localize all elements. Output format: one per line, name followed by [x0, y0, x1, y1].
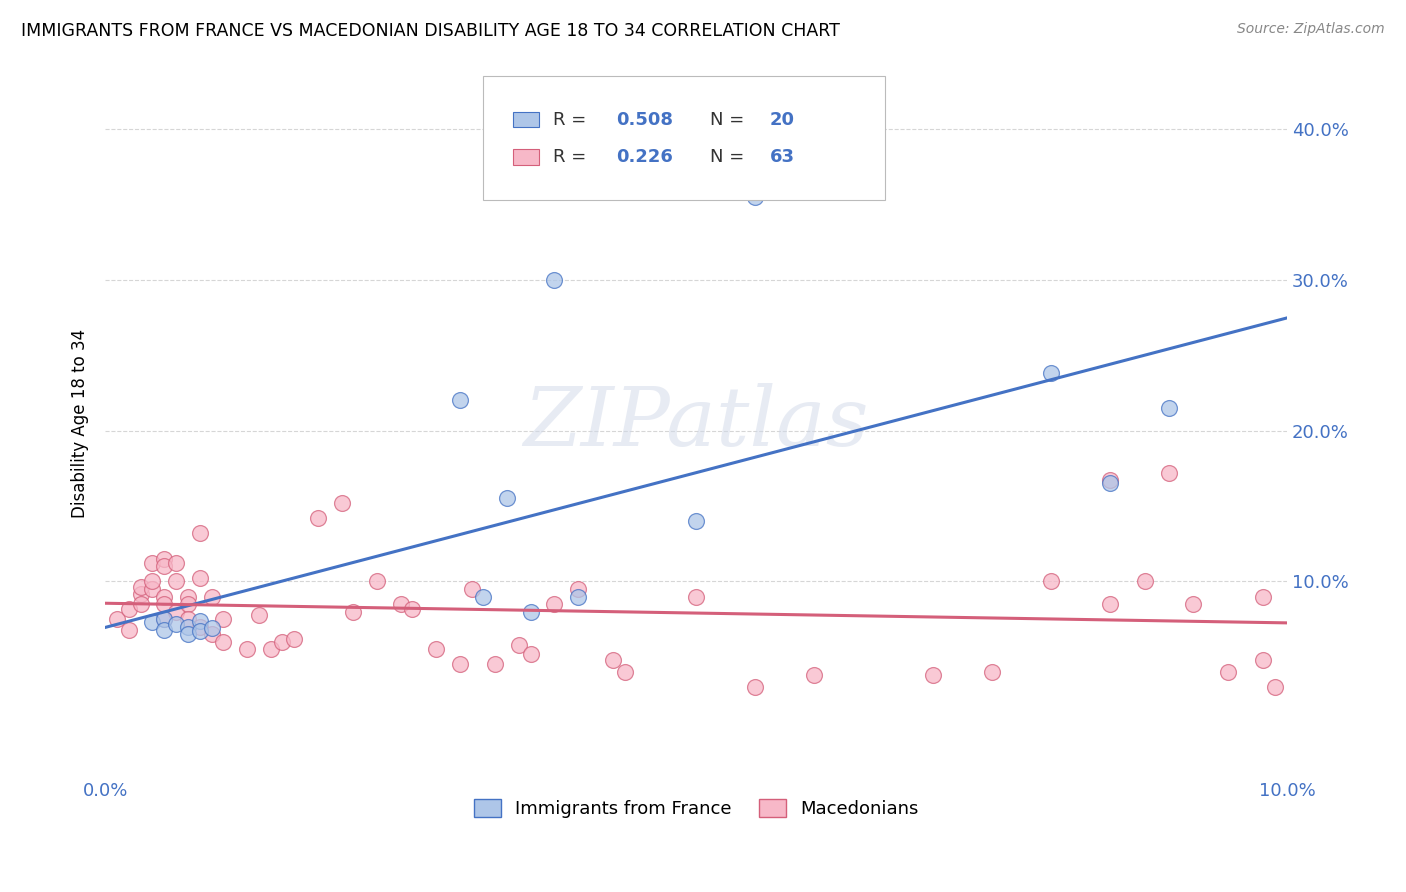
Point [567, 582, 589, 596]
Point [247, 607, 270, 622]
Point [519, 605, 541, 619]
Point [472, 590, 495, 604]
Point [543, 273, 565, 287]
Point [449, 393, 471, 408]
Point [153, 597, 176, 611]
Point [425, 642, 447, 657]
Point [543, 597, 565, 611]
Point [200, 621, 222, 635]
Point [118, 601, 141, 615]
Point [366, 574, 388, 589]
Text: Source: ZipAtlas.com: Source: ZipAtlas.com [1237, 22, 1385, 37]
Text: 0.226: 0.226 [616, 148, 672, 166]
FancyBboxPatch shape [513, 149, 538, 165]
Text: IMMIGRANTS FROM FRANCE VS MACEDONIAN DISABILITY AGE 18 TO 34 CORRELATION CHART: IMMIGRANTS FROM FRANCE VS MACEDONIAN DIS… [21, 22, 839, 40]
Point [129, 581, 152, 595]
Point [188, 620, 211, 634]
Point [460, 582, 482, 596]
Text: R =: R = [553, 111, 592, 128]
Point [141, 557, 163, 571]
Point [1216, 665, 1239, 679]
Point [177, 620, 200, 634]
Point [129, 597, 152, 611]
Point [803, 668, 825, 682]
Point [744, 190, 766, 204]
Point [141, 574, 163, 589]
Point [744, 680, 766, 694]
Point [153, 623, 176, 637]
Point [1098, 474, 1121, 488]
Point [484, 657, 506, 672]
Point [1098, 476, 1121, 491]
Point [200, 590, 222, 604]
Point [165, 616, 187, 631]
Point [508, 638, 530, 652]
Point [307, 511, 329, 525]
Point [153, 551, 176, 566]
Point [330, 496, 353, 510]
Point [614, 665, 637, 679]
Point [153, 612, 176, 626]
Point [188, 624, 211, 639]
Point [980, 665, 1002, 679]
Point [921, 668, 943, 682]
Point [118, 623, 141, 637]
Point [212, 612, 235, 626]
Text: R =: R = [553, 148, 592, 166]
Text: 63: 63 [769, 148, 794, 166]
Point [1039, 366, 1062, 380]
FancyBboxPatch shape [513, 112, 538, 128]
Point [188, 526, 211, 541]
Point [449, 657, 471, 672]
Point [177, 590, 200, 604]
Point [519, 647, 541, 661]
Point [105, 612, 128, 626]
Point [177, 627, 200, 641]
Point [153, 612, 176, 626]
Point [1157, 401, 1180, 415]
Point [1264, 680, 1286, 694]
Point [342, 605, 364, 619]
Point [177, 612, 200, 626]
Point [1181, 597, 1204, 611]
Text: 20: 20 [769, 111, 794, 128]
Point [188, 571, 211, 585]
Text: ZIPatlas: ZIPatlas [523, 383, 869, 463]
Point [1253, 653, 1275, 667]
Point [165, 574, 187, 589]
Point [141, 582, 163, 596]
FancyBboxPatch shape [484, 76, 886, 200]
Point [685, 514, 707, 528]
Text: N =: N = [710, 148, 751, 166]
Point [236, 642, 259, 657]
Point [153, 590, 176, 604]
Point [685, 590, 707, 604]
Point [283, 632, 305, 646]
Point [165, 605, 187, 619]
Point [1253, 590, 1275, 604]
Point [602, 653, 624, 667]
Y-axis label: Disability Age 18 to 34: Disability Age 18 to 34 [72, 328, 89, 517]
Point [212, 634, 235, 648]
Legend: Immigrants from France, Macedonians: Immigrants from France, Macedonians [467, 791, 927, 825]
Point [389, 597, 412, 611]
Point [165, 557, 187, 571]
Point [200, 627, 222, 641]
Point [567, 590, 589, 604]
Text: N =: N = [710, 111, 751, 128]
Point [496, 491, 519, 506]
Point [188, 614, 211, 628]
Point [153, 559, 176, 574]
Point [177, 597, 200, 611]
Point [260, 642, 283, 657]
Text: 0.508: 0.508 [616, 111, 673, 128]
Point [1039, 574, 1062, 589]
Point [1157, 466, 1180, 480]
Point [271, 634, 294, 648]
Point [401, 601, 423, 615]
Point [1135, 574, 1157, 589]
Point [129, 586, 152, 600]
Point [141, 615, 163, 630]
Point [1098, 597, 1121, 611]
